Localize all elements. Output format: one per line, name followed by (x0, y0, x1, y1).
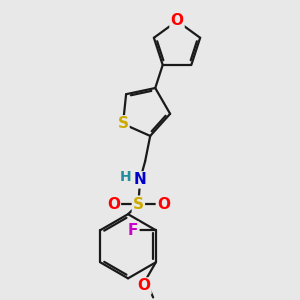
Text: S: S (118, 116, 128, 131)
Text: N: N (134, 172, 146, 187)
Text: =: = (158, 197, 169, 210)
Text: O: O (107, 197, 120, 212)
Text: O: O (137, 278, 151, 293)
Text: =: = (108, 197, 119, 210)
Text: O: O (157, 197, 170, 212)
Text: F: F (128, 223, 138, 238)
Text: O: O (170, 14, 184, 28)
Text: S: S (133, 197, 144, 212)
Text: H: H (120, 170, 132, 184)
